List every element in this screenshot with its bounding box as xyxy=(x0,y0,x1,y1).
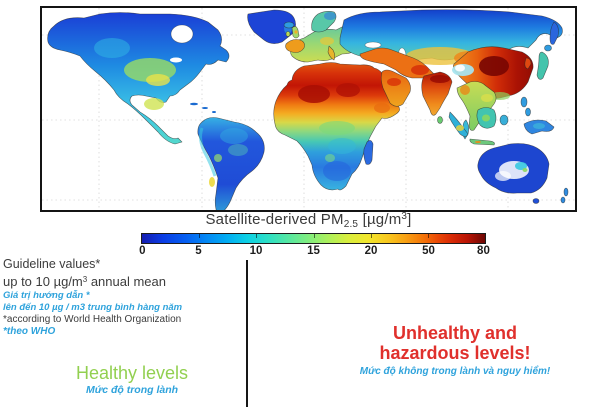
region-indonesia xyxy=(448,96,555,146)
region-madagascar xyxy=(363,140,374,165)
colorbar-tick xyxy=(427,234,429,238)
pm25-world-map-figure xyxy=(40,6,577,212)
title-subscript: 2.5 xyxy=(343,219,359,230)
healthy-levels-label: Healthy levels xyxy=(75,363,189,383)
world-map-svg xyxy=(42,8,575,210)
pm25-colorbar xyxy=(141,233,486,244)
colorbar-tick xyxy=(370,234,372,238)
healthy-levels-block: Healthy levels Mức độ trong lành xyxy=(53,363,211,396)
guideline-vietnamese-line2: lên đến 10 µg / m3 trung bình hàng năm xyxy=(3,301,183,313)
region-arabian-peninsula xyxy=(380,69,411,107)
continent-africa xyxy=(273,62,400,191)
title-unit-superscript: 3 xyxy=(401,211,408,222)
colorbar-tick xyxy=(256,234,258,238)
region-india xyxy=(421,71,453,124)
guideline-text-block: Guideline values* up to 10 µg/m3 annual … xyxy=(3,257,243,338)
title-unit-close: ] xyxy=(407,211,412,228)
title-unit: [µg/m xyxy=(358,211,402,228)
title-text: Satellite-derived PM xyxy=(205,211,344,228)
region-philippines xyxy=(520,96,528,108)
colorbar-label-20: 20 xyxy=(364,245,378,257)
guideline-line1: Guideline values* xyxy=(3,257,101,271)
region-japan xyxy=(536,44,552,80)
unhealthy-levels-block: Unhealthy and hazardous levels! Mức độ k… xyxy=(345,323,565,378)
guideline-threshold-line xyxy=(246,260,248,407)
region-kamchatka xyxy=(549,21,559,45)
guideline-line2-text: up to 10 µg/m xyxy=(3,274,83,289)
colorbar-labels: 0 5 10 15 20 50 80 xyxy=(139,245,490,258)
region-caribbean xyxy=(190,102,216,113)
unhealthy-levels-line2: hazardous levels! xyxy=(379,343,531,363)
continent-australia xyxy=(477,143,569,204)
figure-title: Satellite-derived PM2.5 [µg/m3] xyxy=(40,211,577,230)
region-iceland xyxy=(283,21,295,29)
guideline-source-vietnamese: *theo WHO xyxy=(3,326,56,337)
unhealthy-levels-line1: Unhealthy and xyxy=(392,323,517,343)
guideline-line2-superscript: 3 xyxy=(82,275,88,284)
colorbar-label-80: 80 xyxy=(477,245,490,257)
region-greenland xyxy=(247,9,296,44)
black-sea xyxy=(364,41,382,49)
region-tasmania xyxy=(532,198,540,204)
continent-south-america xyxy=(197,117,265,210)
colorbar-tick xyxy=(199,234,201,238)
colorbar-label-10: 10 xyxy=(249,245,263,257)
colorbar-label-15: 15 xyxy=(307,245,320,257)
colorbar-label-50: 50 xyxy=(422,245,435,257)
guideline-source: *according to World Health Organization xyxy=(3,314,182,325)
guideline-vietnamese-line1: Giá trị hướng dẫn * xyxy=(3,290,90,301)
colorbar-label-0: 0 xyxy=(139,245,146,257)
healthy-levels-vietnamese: Mức độ trong lành xyxy=(85,384,179,396)
colorbar-tick xyxy=(313,234,315,238)
guideline-line2-tail: annual mean xyxy=(87,274,166,289)
region-korea xyxy=(524,57,532,70)
unhealthy-levels-vietnamese: Mức độ không trong lành và nguy hiểm! xyxy=(359,366,551,377)
continent-north-america xyxy=(47,12,230,145)
colorbar-label-5: 5 xyxy=(195,245,202,257)
region-new-zealand xyxy=(563,187,569,197)
guideline-line2: up to 10 µg/m3 annual mean xyxy=(3,272,243,290)
